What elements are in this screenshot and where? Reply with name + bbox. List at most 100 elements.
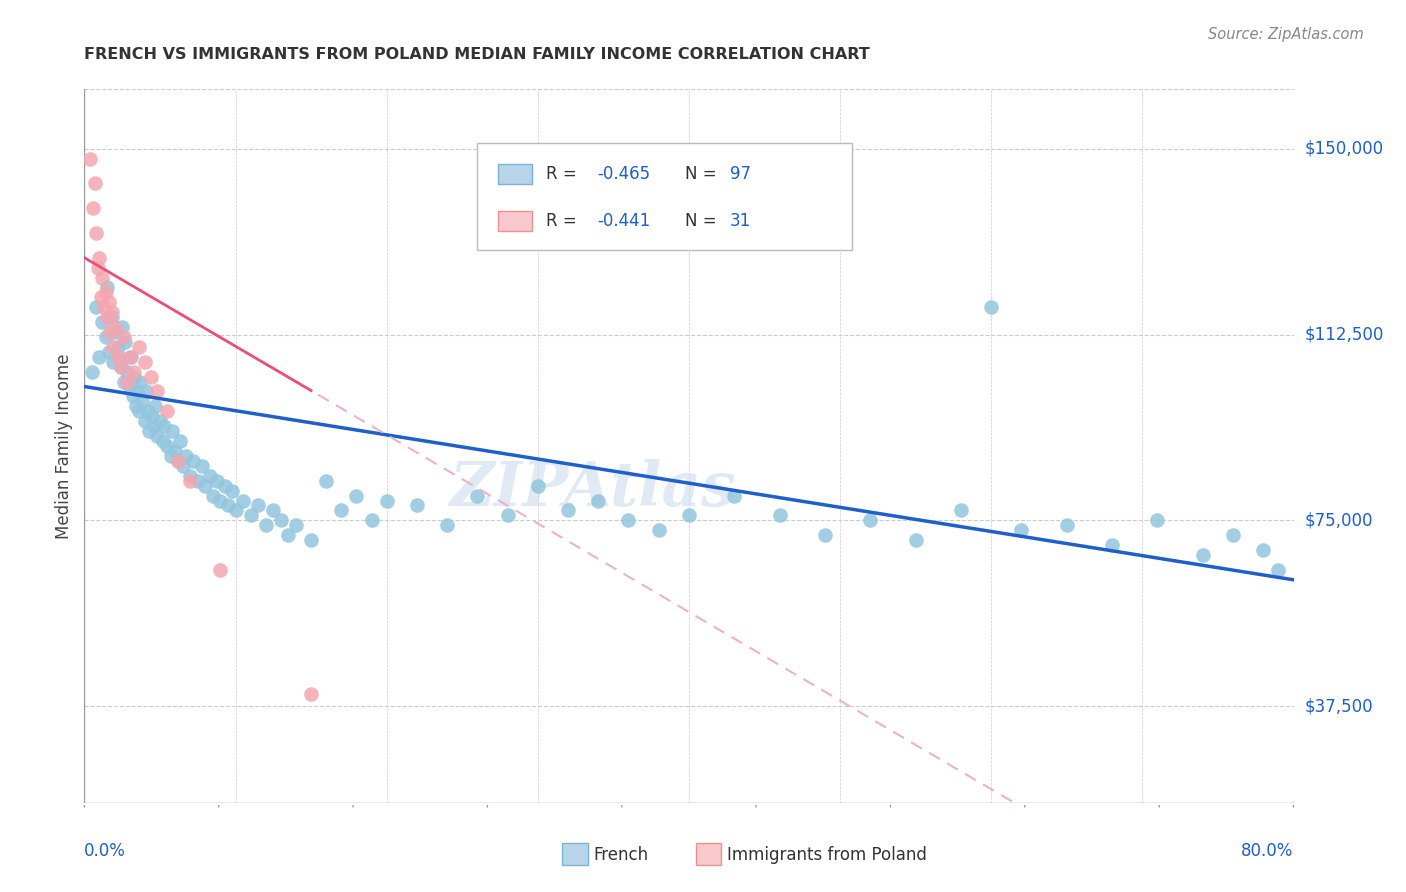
Point	[112, 375, 135, 389]
Point	[588, 493, 610, 508]
Text: Immigrants from Poland: Immigrants from Poland	[727, 846, 927, 863]
Point	[128, 404, 150, 418]
Point	[375, 493, 398, 508]
Point	[131, 394, 153, 409]
Point	[315, 474, 337, 488]
Point	[91, 315, 114, 329]
Point	[526, 478, 548, 492]
Point	[1010, 523, 1032, 537]
Point	[129, 375, 152, 389]
Point	[174, 449, 197, 463]
Point	[167, 454, 190, 468]
Point	[1267, 563, 1289, 577]
Point	[80, 365, 103, 379]
Text: R =: R =	[547, 212, 582, 230]
Point	[198, 468, 221, 483]
Point	[101, 340, 124, 354]
Point	[100, 305, 122, 319]
Point	[86, 226, 108, 240]
Point	[142, 419, 165, 434]
Point	[360, 513, 382, 527]
Point	[232, 493, 254, 508]
Point	[769, 508, 792, 523]
Point	[110, 359, 132, 374]
Point	[118, 379, 141, 393]
Point	[114, 334, 136, 349]
Text: 97: 97	[730, 165, 751, 183]
Text: 0.0%: 0.0%	[84, 842, 127, 860]
Point	[496, 508, 519, 523]
Point	[647, 523, 671, 537]
Point	[93, 300, 115, 314]
Point	[299, 533, 322, 548]
Point	[156, 404, 179, 418]
Point	[723, 489, 745, 503]
Point	[187, 474, 209, 488]
Point	[181, 454, 204, 468]
Bar	[498, 164, 531, 185]
Point	[97, 344, 120, 359]
Point	[122, 369, 145, 384]
Text: ZIPAtlas: ZIPAtlas	[449, 458, 735, 519]
Point	[1191, 548, 1213, 562]
Point	[136, 404, 159, 418]
Point	[146, 429, 169, 443]
Point	[115, 375, 138, 389]
Point	[89, 251, 111, 265]
Point	[217, 499, 239, 513]
Point	[617, 513, 640, 527]
Point	[172, 458, 194, 473]
Point	[209, 493, 232, 508]
Point	[1222, 528, 1244, 542]
Point	[110, 359, 132, 374]
Point	[330, 503, 353, 517]
Point	[134, 414, 156, 428]
Point	[247, 499, 270, 513]
Point	[467, 489, 489, 503]
Point	[1146, 513, 1168, 527]
Text: 31: 31	[730, 212, 751, 230]
Point	[138, 424, 160, 438]
Point	[149, 414, 172, 428]
Point	[94, 330, 117, 344]
Text: $112,500: $112,500	[1305, 326, 1384, 343]
Text: N =: N =	[685, 165, 723, 183]
Point	[101, 355, 124, 369]
Point	[145, 400, 167, 414]
Point	[86, 300, 108, 314]
Point	[299, 687, 322, 701]
Point	[239, 508, 262, 523]
Point	[225, 503, 247, 517]
Text: FRENCH VS IMMIGRANTS FROM POLAND MEDIAN FAMILY INCOME CORRELATION CHART: FRENCH VS IMMIGRANTS FROM POLAND MEDIAN …	[84, 47, 870, 62]
Text: N =: N =	[685, 212, 723, 230]
Point	[146, 384, 169, 399]
Point	[406, 499, 429, 513]
Point	[980, 300, 1002, 314]
Text: $150,000: $150,000	[1305, 140, 1384, 158]
Point	[167, 454, 190, 468]
Point	[82, 201, 104, 215]
Point	[207, 474, 229, 488]
Point	[262, 503, 284, 517]
Point	[122, 365, 145, 379]
Text: Source: ZipAtlas.com: Source: ZipAtlas.com	[1208, 27, 1364, 42]
Text: -0.441: -0.441	[598, 212, 651, 230]
Point	[79, 152, 101, 166]
Point	[128, 340, 150, 354]
Point	[153, 419, 176, 434]
Text: -0.465: -0.465	[598, 165, 650, 183]
Point	[96, 280, 118, 294]
Point	[904, 533, 927, 548]
Point	[96, 310, 118, 325]
Point	[87, 260, 110, 275]
Point	[139, 369, 162, 384]
Text: 80.0%: 80.0%	[1241, 842, 1294, 860]
Point	[152, 434, 174, 448]
Point	[191, 458, 214, 473]
Point	[111, 320, 134, 334]
Point	[169, 434, 191, 448]
Point	[107, 350, 129, 364]
Point	[160, 424, 183, 438]
Point	[194, 478, 217, 492]
Point	[112, 330, 135, 344]
